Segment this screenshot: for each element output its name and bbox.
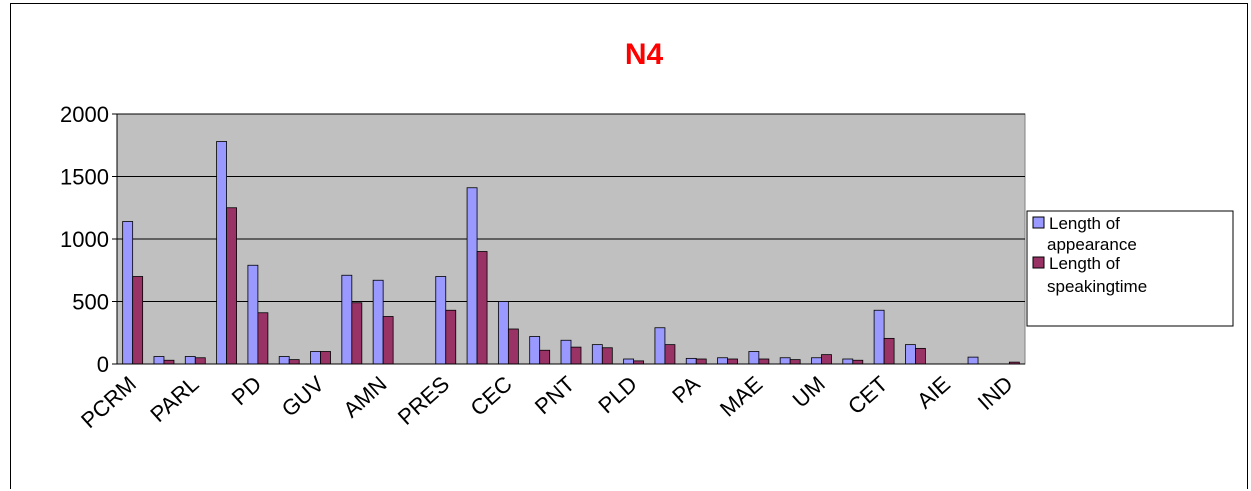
bar-speakingtime bbox=[570, 346, 582, 365]
bars bbox=[122, 141, 1020, 365]
bar-appearance bbox=[685, 357, 697, 365]
bar-speakingtime bbox=[476, 251, 488, 365]
x-tick-label: PD bbox=[227, 371, 266, 410]
bar-speakingtime bbox=[382, 316, 394, 365]
legend-swatch-appearance bbox=[1032, 216, 1045, 229]
bar-appearance bbox=[748, 351, 760, 365]
legend-label-appearance-line1: Length of bbox=[1049, 214, 1120, 233]
x-tick-label: MAE bbox=[715, 371, 767, 421]
x-tick-label: CET bbox=[843, 371, 892, 419]
chart-frame: N4 0 500 1000 1500 2000 PCRM PARL PD GUV AMN PRES C… bbox=[10, 3, 1248, 489]
bar-speakingtime bbox=[163, 359, 175, 365]
bar-speakingtime bbox=[915, 347, 926, 365]
bar-speakingtime bbox=[351, 302, 363, 365]
bar-appearance bbox=[529, 336, 541, 365]
gridlines bbox=[117, 113, 1025, 302]
bar-speakingtime bbox=[539, 349, 551, 365]
x-tick-label: CEC bbox=[465, 371, 516, 421]
bar-appearance bbox=[654, 327, 666, 365]
bar-appearance bbox=[967, 356, 979, 365]
x-tick-label: PA bbox=[667, 371, 705, 408]
x-tick-label: PCRM bbox=[76, 371, 141, 433]
bar-appearance bbox=[560, 339, 572, 365]
bar-speakingtime bbox=[507, 328, 519, 365]
bar-speakingtime bbox=[257, 312, 269, 365]
y-tick-label: 0 bbox=[97, 352, 109, 377]
legend-swatch-speakingtime bbox=[1032, 256, 1045, 269]
bar-appearance bbox=[623, 358, 635, 365]
bar-appearance bbox=[591, 344, 603, 365]
bar-appearance bbox=[779, 357, 791, 365]
bar-speakingtime bbox=[664, 344, 676, 365]
legend-label-speakingtime-line2: speakingtime bbox=[1047, 277, 1147, 296]
bar-speakingtime bbox=[727, 358, 738, 365]
y-tick-label: 500 bbox=[72, 290, 109, 315]
x-tick-label: PLD bbox=[593, 371, 642, 418]
bar-appearance bbox=[122, 221, 134, 365]
legend-box bbox=[1026, 210, 1234, 327]
x-tick-label: IND bbox=[973, 371, 1018, 415]
x-tick-label: PNT bbox=[530, 371, 579, 419]
x-tick-label: AMN bbox=[338, 371, 391, 422]
bar-speakingtime bbox=[194, 357, 206, 365]
chart-title: N4 bbox=[625, 38, 664, 71]
bar-appearance bbox=[435, 276, 447, 365]
bar-speakingtime bbox=[226, 207, 237, 365]
x-tick-label: PARL bbox=[145, 371, 203, 427]
bar-speakingtime bbox=[883, 337, 895, 365]
legend-label-appearance-line2: appearance bbox=[1047, 235, 1137, 254]
bar-appearance bbox=[216, 141, 227, 365]
bar-appearance bbox=[278, 356, 290, 365]
bar-appearance bbox=[497, 301, 509, 365]
bar-appearance bbox=[811, 357, 822, 365]
bar-appearance bbox=[873, 309, 885, 365]
bar-appearance bbox=[842, 358, 854, 365]
x-tick-label: GUV bbox=[277, 371, 329, 422]
bar-speakingtime bbox=[601, 347, 613, 365]
legend: Length of appearance Length of speakingt… bbox=[1026, 210, 1234, 327]
y-tick-label: 2000 bbox=[60, 102, 109, 127]
bar-speakingtime bbox=[320, 351, 331, 365]
x-tick-label: PRES bbox=[393, 371, 454, 430]
x-tick-label: AIE bbox=[912, 371, 955, 413]
bar-speakingtime bbox=[288, 359, 300, 365]
bar-appearance bbox=[341, 274, 353, 365]
bar-speakingtime bbox=[789, 359, 801, 365]
y-tick-label: 1000 bbox=[60, 227, 109, 252]
bar-appearance bbox=[247, 264, 259, 365]
bar-appearance bbox=[717, 357, 728, 365]
x-tick-label: UM bbox=[788, 371, 830, 412]
bar-speakingtime bbox=[758, 358, 770, 365]
bar-appearance bbox=[372, 279, 384, 365]
y-tick-label: 1500 bbox=[60, 165, 109, 190]
bar-appearance bbox=[153, 356, 165, 365]
bar-appearance bbox=[466, 187, 478, 365]
bar-appearance bbox=[905, 344, 916, 365]
legend-label-speakingtime-line1: Length of bbox=[1049, 254, 1120, 273]
bar-speakingtime bbox=[821, 354, 832, 365]
bar-appearance bbox=[184, 356, 196, 365]
bar-speakingtime bbox=[445, 309, 457, 365]
bar-speakingtime bbox=[695, 358, 707, 365]
bar-speakingtime bbox=[132, 276, 144, 365]
bar-speakingtime bbox=[852, 359, 864, 365]
bar-appearance bbox=[310, 351, 321, 365]
